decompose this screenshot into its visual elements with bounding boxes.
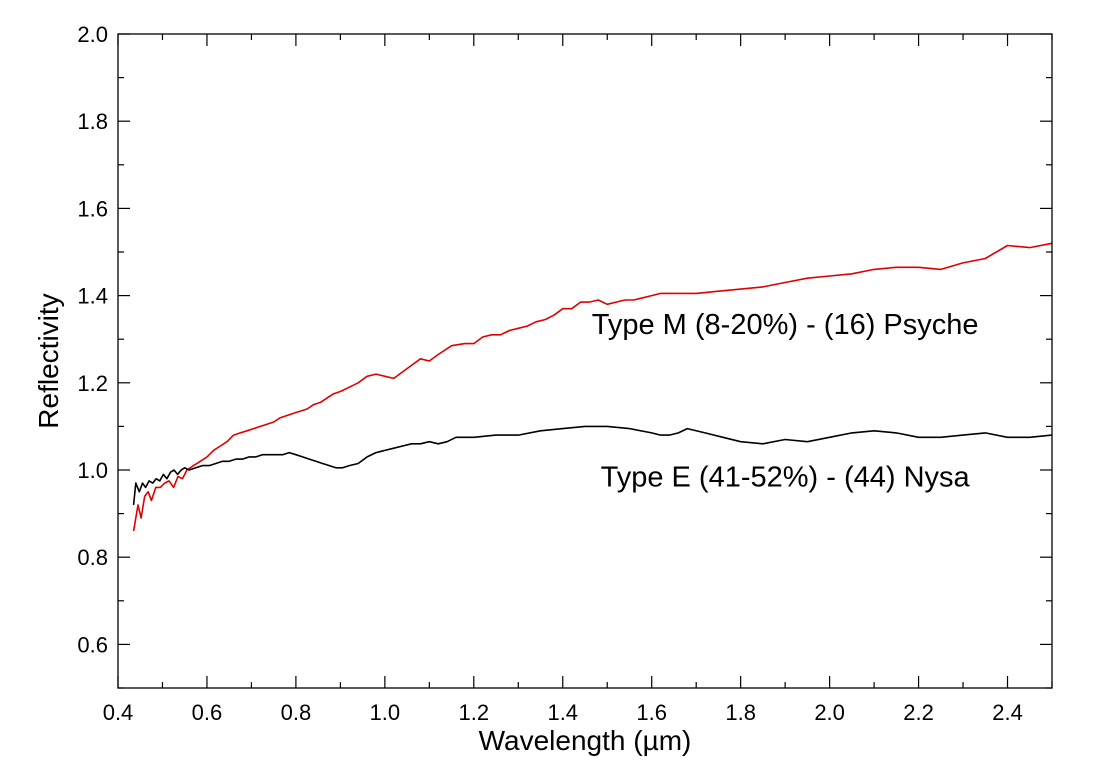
y-tick-label: 0.8 bbox=[77, 545, 108, 570]
tick-labels: 0.4 0.6 0.8 1.0 1.2 1.4 1.6 1.8 2.0 2.2 2.4 0.6 0.8 1… bbox=[77, 22, 1022, 725]
y-tick-label: 1.2 bbox=[77, 371, 108, 396]
x-tick-label: 1.0 bbox=[370, 700, 401, 725]
x-axis-title: Wavelength (µm) bbox=[479, 725, 692, 756]
x-tick-label: 0.4 bbox=[103, 700, 134, 725]
y-tick-label: 1.4 bbox=[77, 284, 108, 309]
x-tick-label: 0.6 bbox=[192, 700, 223, 725]
series-layer bbox=[132, 242, 1053, 532]
y-tick-label: 1.6 bbox=[77, 196, 108, 221]
x-tick-label: 1.8 bbox=[725, 700, 756, 725]
y-tick-label: 1.8 bbox=[77, 109, 108, 134]
y-tick-label: 1.0 bbox=[77, 458, 108, 483]
y-axis-title: Reflectivity bbox=[33, 293, 64, 428]
y-tick-label: 2.0 bbox=[77, 22, 108, 47]
x-tick-label: 1.4 bbox=[547, 700, 578, 725]
x-tick-label: 0.8 bbox=[281, 700, 312, 725]
y-tick-label: 0.6 bbox=[77, 632, 108, 657]
x-tick-label: 2.2 bbox=[903, 700, 934, 725]
x-tick-label: 2.0 bbox=[814, 700, 845, 725]
annotation-psyche: Type M (8-20%) - (16) Psyche bbox=[592, 309, 979, 341]
x-tick-label: 2.4 bbox=[992, 700, 1023, 725]
x-tick-label: 1.6 bbox=[636, 700, 667, 725]
ticks-layer bbox=[117, 33, 1053, 689]
series-line-1 bbox=[132, 425, 1053, 505]
plot-frame bbox=[117, 33, 1053, 689]
annotation-nysa: Type E (41-52%) - (44) Nysa bbox=[601, 462, 971, 494]
series-line-0 bbox=[132, 242, 1053, 532]
x-tick-label: 1.2 bbox=[459, 700, 490, 725]
